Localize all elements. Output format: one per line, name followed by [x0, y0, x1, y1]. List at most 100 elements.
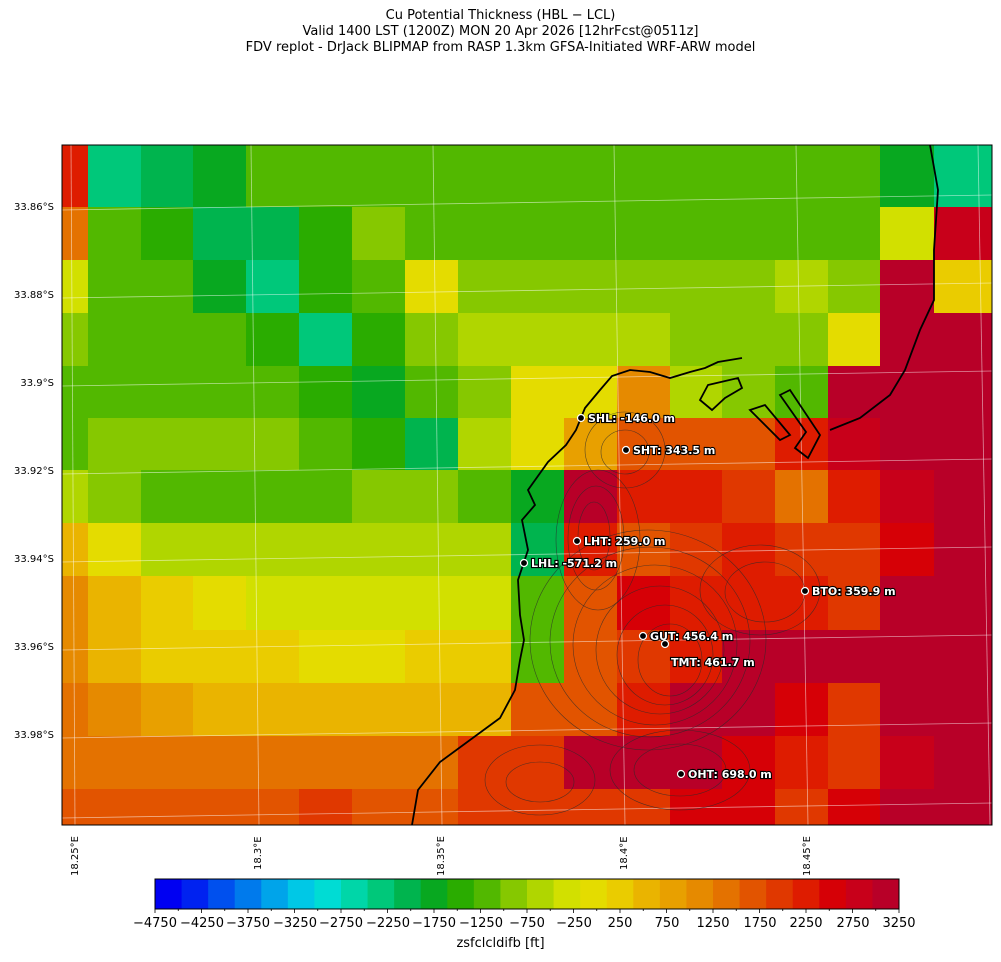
grid-cell	[141, 630, 194, 684]
grid-cell	[775, 207, 829, 261]
grid-cell	[405, 523, 459, 577]
grid-cell	[880, 207, 935, 261]
colorbar-tick-label: 1750	[743, 916, 777, 931]
grid-cell	[828, 576, 881, 631]
grid-cell	[458, 470, 512, 524]
colorbar-segment	[819, 879, 847, 909]
grid-cell	[246, 683, 300, 737]
grid-cell	[880, 630, 935, 684]
grid-cell	[564, 145, 618, 208]
grid-cell	[828, 313, 881, 367]
grid-cell	[564, 418, 618, 471]
grid-cell	[828, 736, 881, 790]
grid-cell	[88, 630, 142, 684]
grid-cell	[564, 313, 618, 367]
grid-cell	[246, 366, 300, 419]
grid-cell	[352, 736, 406, 790]
grid-cell	[299, 630, 353, 684]
grid-cell	[141, 789, 194, 825]
grid-cell	[405, 576, 459, 631]
colorbar-segment	[261, 879, 289, 909]
colorbar-segment	[553, 879, 581, 909]
grid-cell	[141, 736, 194, 790]
colorbar-segment	[341, 879, 369, 909]
grid-cell	[511, 366, 565, 419]
colorbar-segment	[394, 879, 422, 909]
colorbar-segment	[686, 879, 714, 909]
station-label: LHL: -571.2 m	[531, 557, 617, 570]
grid-cell	[246, 736, 300, 790]
grid-cell	[880, 418, 935, 471]
terrain-contours	[484, 411, 821, 816]
grid-cell	[352, 145, 406, 208]
station-dot	[576, 413, 586, 423]
grid-cell	[828, 260, 881, 314]
colorbar-segment	[287, 879, 315, 909]
contour-line	[567, 485, 625, 591]
colorbar-segment	[633, 879, 661, 909]
grid-cell	[62, 366, 89, 419]
grid-cell	[141, 366, 194, 419]
colorbar-segment	[500, 879, 528, 909]
grid-cell	[88, 366, 142, 419]
grid-cell	[405, 683, 459, 737]
grid-cell	[458, 576, 512, 631]
grid-cell	[88, 418, 142, 471]
grid-cell	[617, 683, 671, 737]
contour-line	[699, 544, 821, 636]
grid-cell	[670, 683, 723, 737]
grid-cell	[141, 260, 194, 314]
graticule-line	[977, 145, 991, 825]
grid-cell	[62, 523, 89, 577]
colorbar-tick-label: −250	[556, 916, 592, 931]
colorbar-tick-label: −1750	[412, 916, 456, 931]
grid-cell	[246, 523, 300, 577]
grid-cell	[670, 523, 723, 577]
graticule-line	[62, 634, 992, 651]
grid-cell	[299, 683, 353, 737]
breakwater-outline	[748, 403, 792, 442]
grid-cell	[511, 260, 565, 314]
grid-cell	[405, 418, 459, 471]
grid-cell	[564, 736, 618, 790]
grid-cell	[670, 789, 723, 825]
colorbar-tick-label: −4250	[180, 916, 224, 931]
grid-cell	[670, 260, 723, 314]
lat-label: 33.94°S	[14, 554, 54, 565]
grid-cell	[670, 313, 723, 367]
grid-cell	[352, 630, 406, 684]
grid-cell	[934, 576, 992, 631]
grid-cell	[722, 207, 776, 261]
grid-cell	[62, 207, 89, 261]
colorbar-segment	[659, 879, 687, 909]
colorbar-segment	[766, 879, 794, 909]
grid-cell	[828, 145, 881, 208]
grid-cell	[299, 470, 353, 524]
grid-cell	[141, 523, 194, 577]
grid-cell	[193, 683, 247, 737]
grid-cell	[564, 683, 618, 737]
coastline-west	[411, 357, 743, 825]
colorbar-tick-label: −2750	[319, 916, 363, 931]
lat-label: 33.88°S	[14, 290, 54, 301]
grid-cell	[617, 207, 671, 261]
grid-cell	[141, 418, 194, 471]
grid-cell	[934, 313, 992, 367]
grid-cell	[141, 470, 194, 524]
grid-cell	[88, 576, 142, 631]
grid-cell	[828, 789, 881, 825]
grid-cell	[617, 736, 671, 790]
grid-cell	[511, 470, 565, 524]
station-dot	[572, 536, 582, 546]
coastline-east	[829, 145, 939, 431]
grid-cell	[88, 145, 142, 208]
lat-label: 33.92°S	[14, 466, 54, 477]
colorbar-tick-label: 250	[607, 916, 633, 931]
graticule-line	[432, 145, 443, 825]
breakwater-outline	[778, 388, 822, 460]
colorbar-label: zsfclcldifb [ft]	[456, 936, 545, 951]
colorbar-tick-label: 2750	[836, 916, 870, 931]
colorbar-tick-label: 1250	[696, 916, 730, 931]
grid-cell	[670, 736, 723, 790]
grid-cell	[299, 366, 353, 419]
